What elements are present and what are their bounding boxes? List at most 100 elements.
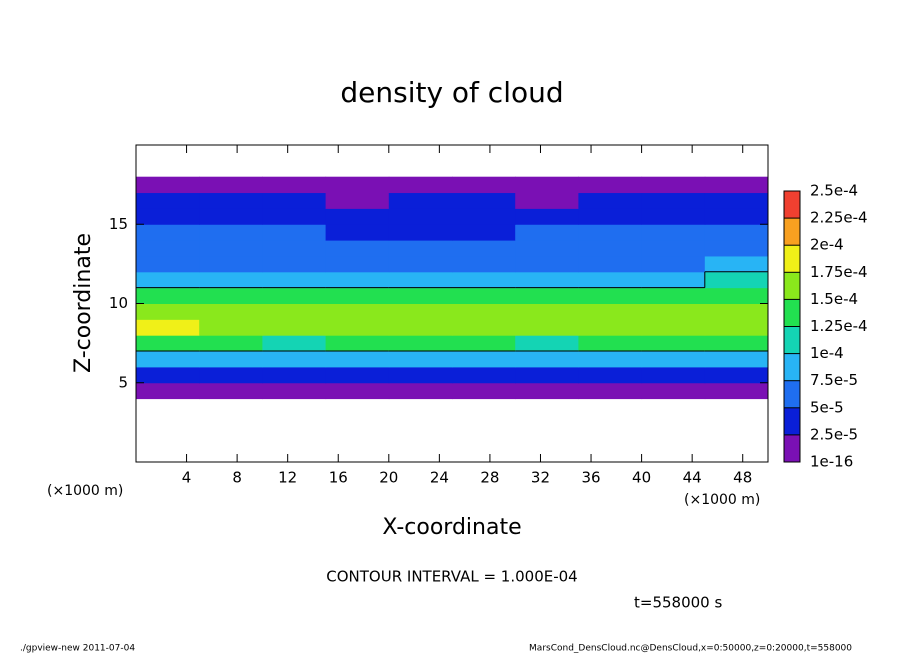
colorbar-segment (784, 245, 800, 273)
colorbar-tick-label: 1.25e-4 (810, 317, 868, 335)
heat-cell (136, 335, 200, 352)
heat-cell (199, 224, 263, 241)
heat-cell (704, 287, 769, 304)
heat-cell (578, 287, 643, 304)
footer-right: MarsCond_DensCloud.nc@DensCloud,x=0:5000… (529, 644, 852, 654)
heat-cell (262, 287, 327, 304)
x-tick-label: 36 (581, 469, 600, 487)
heat-cell (641, 335, 706, 352)
colorbar-segment (784, 272, 800, 300)
heat-cell (515, 224, 579, 241)
heat-cell (515, 287, 579, 304)
colorbar-segment (784, 380, 800, 408)
heat-cell (262, 255, 327, 273)
heat-cell (704, 176, 769, 194)
heat-cell (578, 382, 643, 400)
heat-cell (325, 303, 390, 320)
heat-cell (199, 287, 263, 304)
heat-cell (199, 176, 263, 194)
heat-cell (452, 271, 516, 289)
heat-cell (388, 303, 453, 320)
heat-cell (704, 382, 769, 400)
heat-cell (136, 192, 200, 209)
heat-cell (388, 319, 453, 336)
y-unit: (×1000 m) (47, 483, 123, 499)
heat-cell (262, 176, 327, 194)
heat-cell (325, 255, 390, 273)
heat-cell (325, 240, 390, 257)
colorbar-tick-label: 2e-4 (810, 236, 844, 254)
heat-cell (388, 255, 453, 273)
heat-cell (136, 224, 200, 241)
heat-cell (136, 208, 200, 225)
x-tick-label: 16 (329, 469, 348, 487)
heat-cell (452, 240, 516, 257)
heat-cell (515, 255, 579, 273)
heat-cell (578, 335, 643, 352)
heat-cell (704, 303, 769, 320)
heat-cell (136, 319, 200, 336)
heat-cell (641, 240, 706, 257)
x-tick-label: 40 (632, 469, 651, 487)
x-tick-label: 28 (480, 469, 499, 487)
heat-cell (641, 255, 706, 273)
heat-cell (199, 240, 263, 257)
heat-cell (515, 271, 579, 289)
heat-cell (452, 192, 516, 209)
heat-cell (578, 351, 643, 368)
heat-cell (199, 319, 263, 336)
heat-cell (704, 255, 769, 273)
y-tick-label: 15 (109, 215, 128, 233)
colorbar-segment (784, 326, 800, 354)
heat-cell (452, 303, 516, 320)
heat-cell (704, 240, 769, 257)
heat-cell (325, 176, 390, 194)
heat-cell (641, 319, 706, 336)
heat-cell (325, 192, 390, 209)
heat-cell (452, 366, 516, 384)
heat-cell (578, 255, 643, 273)
heat-cell (515, 335, 579, 352)
heat-cell (704, 366, 769, 384)
y-tick-label: 5 (118, 373, 128, 391)
heat-cell (262, 366, 327, 384)
colorbar-tick-label: 1.5e-4 (810, 290, 858, 308)
heat-cell (262, 208, 327, 225)
heat-cell (199, 255, 263, 273)
heat-cell (452, 319, 516, 336)
heat-cell (262, 382, 327, 400)
heat-cell (388, 176, 453, 194)
x-tick-label: 12 (278, 469, 297, 487)
heat-cell (641, 224, 706, 241)
colorbar-tick-label: 2.5e-5 (810, 425, 858, 443)
heat-cell (578, 192, 643, 209)
heat-cell (262, 303, 327, 320)
heat-cell (325, 382, 390, 400)
heat-cell (136, 271, 200, 289)
colorbar-tick-label: 2.25e-4 (810, 209, 868, 227)
heat-cell (515, 303, 579, 320)
heat-cell (136, 176, 200, 194)
heat-cell (136, 382, 200, 400)
heat-cell (262, 319, 327, 336)
heat-cell (262, 271, 327, 289)
heat-cell (515, 192, 579, 209)
heat-cell (578, 303, 643, 320)
colorbar-tick-label: 7.5e-5 (810, 371, 858, 389)
heat-cell (388, 366, 453, 384)
colorbar-tick-label: 1.75e-4 (810, 263, 868, 281)
heat-cell (578, 224, 643, 241)
heat-cell (388, 192, 453, 209)
heat-cell (325, 271, 390, 289)
colorbar-tick-label: 5e-5 (810, 398, 844, 416)
x-tick-label: 44 (683, 469, 702, 487)
heat-cell (704, 224, 769, 241)
heat-cell (578, 176, 643, 194)
heat-cell (704, 335, 769, 352)
heat-cell (136, 255, 200, 273)
heat-cell (388, 271, 453, 289)
heat-cell (641, 192, 706, 209)
heat-cell (515, 176, 579, 194)
heat-cell (704, 319, 769, 336)
